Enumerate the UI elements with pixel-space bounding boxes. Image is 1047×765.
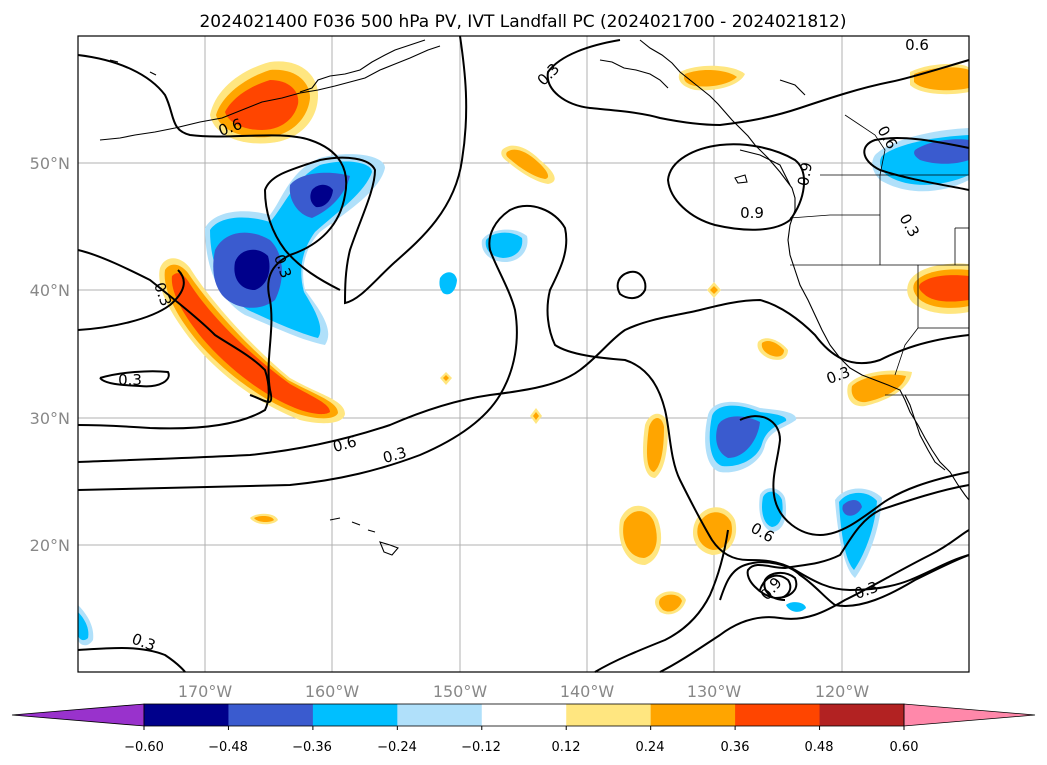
colorbar-segment (819, 704, 905, 726)
longitude-labels: 170°W 160°W 150°W 140°W 130°W 120°W (178, 682, 870, 701)
contour-label: 0.3 (381, 443, 409, 467)
colorbar-segment (144, 704, 229, 726)
colorbar-segment (397, 704, 483, 726)
colorbar-extend-low (11, 703, 145, 727)
map-panel: 0.6 0.3 0.6 0.3 0.3 0.9 0.3 0.6 0.3 0.3 … (77, 35, 970, 673)
lon-label: 140°W (560, 682, 615, 701)
lon-label: 130°W (687, 682, 742, 701)
contour-label: 0.3 (118, 371, 142, 389)
borders (789, 114, 969, 396)
colorbar-tick-label: 0.48 (805, 740, 834, 755)
figure-title: 2024021400 F036 500 hPa PV, IVT Landfall… (199, 12, 846, 32)
contour-label: 0.6 (905, 36, 929, 54)
colorbar (11, 703, 1036, 730)
contour-label: 0.6 (331, 432, 359, 456)
colorbar-tick-label: 0.12 (552, 740, 581, 755)
lat-label: 20°N (30, 536, 70, 555)
colorbar-tick-label: 0.24 (636, 740, 665, 755)
lon-label: 170°W (178, 682, 233, 701)
colorbar-tick-label: 0.36 (721, 740, 750, 755)
colorbar-ticks: −0.60 −0.48 −0.36 −0.24 −0.12 0.12 0.24 … (124, 740, 918, 755)
colorbar-tick-label: −0.60 (124, 740, 164, 755)
lon-label: 120°W (815, 682, 870, 701)
colorbar-segment (228, 704, 314, 726)
coastlines (99, 39, 970, 556)
colorbar-tick-label: −0.24 (377, 740, 417, 755)
colorbar-tick-label: −0.12 (461, 740, 501, 755)
colorbar-tick-label: 0.60 (890, 740, 919, 755)
lat-label: 30°N (30, 409, 70, 428)
lat-label: 40°N (30, 281, 70, 300)
lat-label: 50°N (30, 154, 70, 173)
colorbar-segment (650, 704, 736, 726)
colorbar-segment (566, 704, 652, 726)
lon-label: 150°W (433, 682, 488, 701)
contour-label: 0.9 (794, 161, 816, 188)
colorbar-segment (312, 704, 398, 726)
colorbar-segment (735, 704, 821, 726)
colorbar-tick-label: −0.36 (292, 740, 332, 755)
colorbar-extend-high (903, 703, 1036, 727)
latitude-labels: 50°N 40°N 30°N 20°N (30, 154, 70, 555)
colorbar-frame (143, 703, 905, 727)
pv-shading (78, 61, 969, 646)
map-frame (77, 35, 970, 673)
colorbar-segment (481, 704, 567, 726)
lon-label: 160°W (305, 682, 360, 701)
contour-label: 0.9 (740, 204, 764, 222)
colorbar-tick-label: −0.48 (208, 740, 248, 755)
ivt-contours (77, 35, 970, 673)
